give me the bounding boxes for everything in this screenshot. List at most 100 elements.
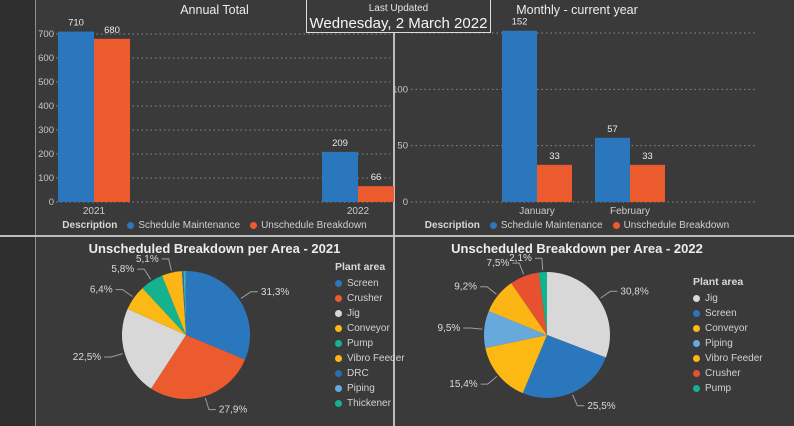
bar-2021-unschedule-breakdown[interactable] — [94, 38, 130, 202]
legend-item-thickener[interactable]: Thickener — [335, 396, 405, 411]
y-tick-label: 0 — [403, 197, 408, 208]
pie-slice-vibro-feeder[interactable] — [488, 283, 547, 335]
last-updated-card: Last Updated Wednesday, 2 March 2022 — [306, 0, 491, 33]
legend-item-screen[interactable]: Screen — [693, 306, 763, 321]
legend-item-screen[interactable]: Screen — [335, 276, 405, 291]
legend-item-label: Piping — [705, 338, 733, 349]
pie-slice-crusher[interactable] — [511, 272, 547, 335]
pie-slice-pump[interactable] — [142, 275, 186, 335]
legend-item-label: Pump — [705, 383, 732, 394]
legend-dot-pump — [335, 340, 342, 347]
legend-item-label: Piping — [347, 383, 375, 394]
pie-slice-crusher[interactable] — [151, 335, 246, 399]
y-tick-label: 700 — [38, 29, 54, 40]
pie-slice-jig[interactable] — [547, 272, 610, 358]
bar-2021-schedule-maintenance[interactable] — [58, 31, 94, 202]
bar-value-label: 33 — [549, 151, 560, 162]
legend-dot-unschedule-breakdown — [250, 222, 258, 229]
bar-value-label: 152 — [512, 17, 528, 28]
pie-2022-title: Unscheduled Breakdown per Area - 2022 — [451, 241, 703, 256]
y-tick-label: 0 — [49, 197, 54, 208]
pie-slice-screen[interactable] — [522, 335, 606, 398]
legend-dot-thickener — [335, 400, 342, 407]
bar-value-label: 680 — [104, 25, 120, 36]
pie-label-leader-line — [104, 353, 123, 358]
pie-2022-plot: 30,8% 25,5% 15,4% 9,5% 9,2% 7,5% 2,1% — [438, 253, 649, 412]
pie-slice-piping[interactable] — [483, 311, 547, 348]
legend-item-jig[interactable]: Jig — [335, 306, 405, 321]
legend-item-jig[interactable]: Jig — [693, 291, 763, 306]
pie-percent-label: 5,1% — [136, 254, 159, 265]
bar-february-schedule-maintenance[interactable] — [595, 137, 630, 202]
legend-item-vibro-feeder[interactable]: Vibro Feeder — [693, 351, 763, 366]
legend-item-unschedule-breakdown[interactable]: Unschedule Breakdown — [250, 220, 367, 231]
legend-item-label: Schedule Maintenance — [138, 220, 241, 231]
pie-percent-label: 22,5% — [73, 352, 101, 363]
vertical-divider — [393, 0, 395, 426]
legend-dot-screen — [693, 310, 700, 317]
legend-dot-vibro-feeder — [693, 355, 700, 362]
legend-item-vibro-feeder[interactable]: Vibro Feeder — [335, 351, 405, 366]
bar-2022-schedule-maintenance[interactable] — [322, 151, 358, 202]
bar-february-unschedule-breakdown[interactable] — [630, 164, 665, 202]
legend-dot-conveyor — [693, 325, 700, 332]
y-tick-label: 400 — [38, 101, 54, 112]
bar-january-schedule-maintenance[interactable] — [502, 30, 537, 202]
legend-item-schedule-maintenance[interactable]: Schedule Maintenance — [489, 220, 603, 231]
legend-item-conveyor[interactable]: Conveyor — [335, 321, 405, 336]
legend-dot-crusher — [693, 370, 700, 377]
legend-item-unschedule-breakdown[interactable]: Unschedule Breakdown — [612, 220, 729, 231]
bar-january-unschedule-breakdown[interactable] — [537, 164, 572, 202]
pie-slice-screen[interactable] — [186, 271, 251, 360]
pie-slice-pump[interactable] — [538, 272, 547, 335]
bar-value-label: 66 — [371, 172, 382, 183]
pie-2022-legend: Plant area Jig Screen Conveyor Piping Vibro F… — [693, 276, 763, 396]
legend-item-label: Schedule Maintenance — [500, 220, 603, 231]
legend-item-piping[interactable]: Piping — [335, 381, 405, 396]
pie-label-leader-line — [572, 394, 585, 407]
pie-percent-label: 25,5% — [587, 401, 615, 412]
legend-item-label: DRC — [347, 368, 369, 379]
y-tick-label: 600 — [38, 53, 54, 64]
bar-value-label: 710 — [68, 18, 84, 29]
legend-item-crusher[interactable]: Crusher — [335, 291, 405, 306]
pie-2021-legend: Plant area Screen Crusher Jig Conveyor Pump Vi… — [335, 261, 405, 411]
pie-label-leader-line — [534, 257, 544, 271]
pie-slice-drc[interactable] — [181, 271, 186, 335]
pie-percent-label: 15,4% — [449, 379, 477, 390]
pie-percent-label: 2,1% — [509, 253, 532, 264]
pie-slice-conveyor[interactable] — [485, 335, 547, 394]
pie-label-leader-line — [480, 376, 498, 385]
y-tick-label: 100 — [394, 84, 408, 95]
legend-dot-unschedule-breakdown — [612, 222, 620, 229]
legend-dot-jig — [693, 295, 700, 302]
pie-slice-thickener[interactable] — [184, 270, 186, 335]
legend-item-label: Conveyor — [705, 323, 748, 334]
left-panel-strip — [0, 0, 36, 426]
x-category-label: February — [610, 206, 650, 217]
legend-dot-schedule-maintenance — [127, 222, 135, 229]
legend-dot-drc — [335, 370, 342, 377]
legend-item-pump[interactable]: Pump — [335, 336, 405, 351]
legend-item-drc[interactable]: DRC — [335, 366, 405, 381]
y-tick-label: 500 — [38, 77, 54, 88]
legend-item-piping[interactable]: Piping — [693, 336, 763, 351]
legend-title: Description — [424, 220, 480, 231]
pie-slice-jig[interactable] — [122, 308, 186, 389]
y-tick-label: 300 — [38, 125, 54, 136]
legend-item-crusher[interactable]: Crusher — [693, 366, 763, 381]
pie-percent-label: 27,9% — [219, 405, 247, 416]
pie-slice-conveyor[interactable] — [127, 288, 186, 335]
legend-dot-conveyor — [335, 325, 342, 332]
legend-item-label: Vibro Feeder — [705, 353, 763, 364]
legend-item-schedule-maintenance[interactable]: Schedule Maintenance — [127, 220, 240, 231]
pie-slice-vibro-feeder[interactable] — [162, 271, 186, 335]
x-category-label: January — [519, 206, 555, 217]
legend-item-conveyor[interactable]: Conveyor — [693, 321, 763, 336]
legend-item-label: Screen — [705, 308, 737, 319]
pie-percent-label: 9,2% — [454, 282, 477, 293]
legend-item-pump[interactable]: Pump — [693, 381, 763, 396]
bar-2022-unschedule-breakdown[interactable] — [358, 186, 394, 202]
y-tick-label: 50 — [397, 141, 408, 152]
pie-slice-piping[interactable] — [183, 271, 186, 335]
